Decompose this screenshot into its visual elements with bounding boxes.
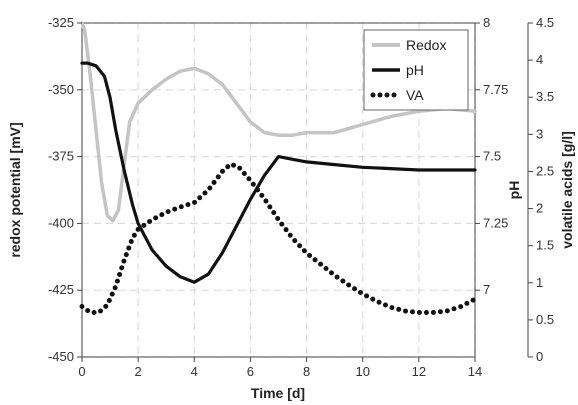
va-tick-label: 0	[536, 349, 543, 364]
left-axis-title: redox potential [mV]	[7, 122, 23, 257]
legend: Redox pH VA	[363, 29, 469, 111]
ph-tick-label: 7	[483, 282, 490, 297]
x-axis-title: Time [d]	[251, 385, 305, 401]
left-tick-label: -325	[48, 15, 74, 30]
ph-tick-label: 7.25	[483, 215, 508, 230]
plot-frame	[81, 22, 476, 358]
ph-axis-title: pH	[506, 181, 522, 200]
left-tick-label: -375	[48, 149, 74, 164]
x-tick-label: 12	[412, 364, 426, 379]
right-axis-volatile-acids: 4.5 4 3.5 3 2.5 2 1.5 1 0.5 0	[527, 15, 554, 364]
va-tick-label: 2.5	[536, 163, 554, 178]
va-tick-label: 3	[536, 126, 543, 141]
left-tick-label: -425	[48, 282, 74, 297]
x-tick-label: 14	[468, 364, 482, 379]
x-tick-label: 2	[135, 364, 142, 379]
va-tick-label: 3.5	[536, 89, 554, 104]
x-tick-label: 8	[303, 364, 310, 379]
x-tick-label: 6	[247, 364, 254, 379]
legend-label-redox: Redox	[406, 37, 446, 53]
va-tick-label: 4	[536, 52, 543, 67]
series-layer	[79, 21, 478, 315]
series-line-ph	[80, 61, 477, 284]
va-tick-label: 2	[536, 201, 543, 216]
left-axis-redox: -325 -350 -375 -400 -425 -450	[48, 15, 82, 364]
va-tick-label: 1.5	[536, 238, 554, 253]
right-axis-ph: 8 7.75 7.5 7.25 7	[475, 15, 508, 297]
x-tick-label: 0	[78, 364, 85, 379]
ph-tick-label: 8	[483, 15, 490, 30]
x-tick-label: 4	[191, 364, 198, 379]
ph-tick-label: 7.5	[483, 149, 501, 164]
series-line-va	[79, 161, 478, 315]
va-tick-label: 1	[536, 275, 543, 290]
left-tick-label: -400	[48, 215, 74, 230]
x-axis: 0 2 4 6 8 10 12 14	[78, 357, 482, 379]
ph-tick-label: 7.75	[483, 82, 508, 97]
left-tick-label: -450	[48, 349, 74, 364]
va-tick-label: 4.5	[536, 15, 554, 30]
legend-label-ph: pH	[406, 62, 424, 78]
left-tick-label: -350	[48, 82, 74, 97]
va-tick-label: 0.5	[536, 312, 554, 327]
legend-label-va: VA	[406, 87, 424, 103]
x-tick-label: 10	[355, 364, 369, 379]
series-line-redox	[80, 21, 477, 223]
va-axis-title: volatile acids [g/l]	[559, 131, 575, 248]
